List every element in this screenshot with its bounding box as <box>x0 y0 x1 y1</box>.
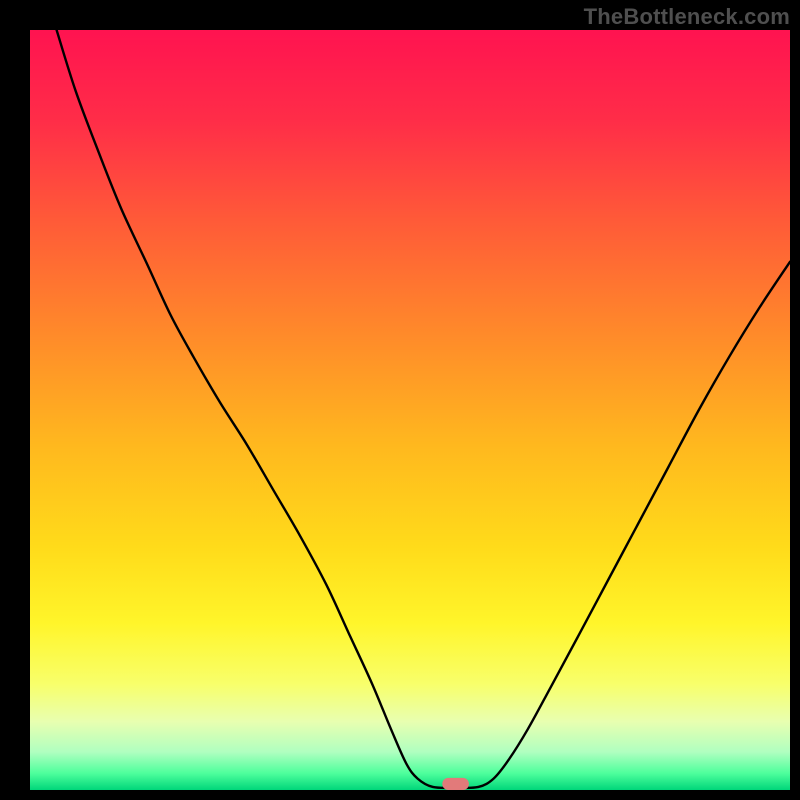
chart-container: TheBottleneck.com <box>0 0 800 800</box>
watermark-text: TheBottleneck.com <box>584 4 790 30</box>
plot-background <box>30 30 790 790</box>
optimum-marker <box>442 778 469 790</box>
bottleneck-chart <box>0 0 800 800</box>
